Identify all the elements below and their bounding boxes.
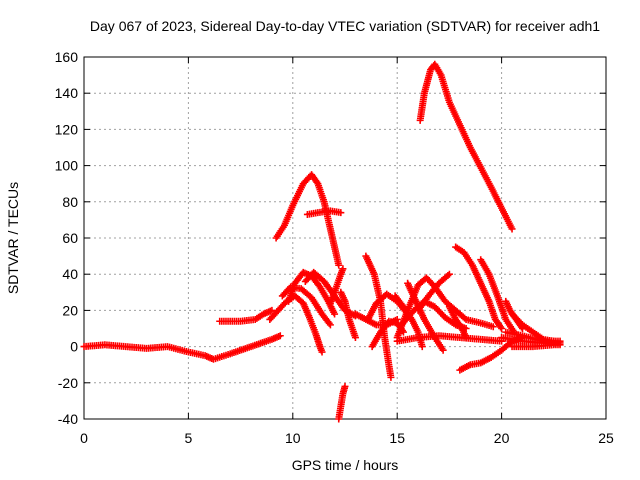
- y-tick-label: 20: [62, 302, 78, 318]
- data-point: [318, 348, 326, 356]
- data-point: [444, 271, 452, 279]
- data-point: [387, 373, 395, 381]
- y-tick-label: -40: [58, 411, 78, 427]
- series-drop-21: [508, 310, 558, 345]
- series-drop-16: [404, 279, 447, 354]
- series-flat-15: [216, 306, 276, 325]
- series-v-shape-14: [351, 310, 401, 329]
- y-tick-label: 120: [55, 121, 79, 137]
- data-point: [498, 325, 506, 332]
- series-arc-10-20: [266, 292, 326, 356]
- data-point: [313, 178, 321, 186]
- y-tick-label: -20: [58, 375, 78, 391]
- data-point: [331, 310, 339, 318]
- x-tick-label: 10: [285, 430, 301, 446]
- y-axis-label: SDTVAR / TECUs: [5, 182, 21, 294]
- series-steep-13: [337, 288, 359, 342]
- y-tick-label: 100: [55, 158, 79, 174]
- y-tick-label: 40: [62, 266, 78, 282]
- series-drop-18: [445, 303, 470, 342]
- series-arc-10-30: [278, 283, 334, 329]
- series-arc-19-45: [477, 256, 518, 336]
- data-point: [550, 337, 558, 345]
- y-tick-label: 140: [55, 85, 79, 101]
- series-tick-lower: [335, 382, 349, 423]
- data-point: [339, 265, 347, 273]
- data-point: [462, 334, 470, 342]
- x-axis-label: GPS time / hours: [292, 457, 399, 473]
- data-point: [439, 346, 447, 354]
- series-tracks-baseline: [80, 332, 284, 363]
- series-flat-16-5: [393, 332, 506, 345]
- data-point: [461, 314, 469, 322]
- x-tick-label: 25: [598, 430, 614, 446]
- chart-title: Day 067 of 2023, Sidereal Day-to-day VTE…: [90, 18, 600, 34]
- data-point: [335, 261, 343, 269]
- data-point: [337, 209, 345, 217]
- data-points: [80, 60, 564, 423]
- data-point: [497, 323, 505, 331]
- y-tick-label: 80: [62, 194, 78, 210]
- x-tick-label: 5: [185, 430, 193, 446]
- series-rise-17-40: [414, 270, 453, 314]
- gridlines: [84, 57, 606, 419]
- data-point: [276, 332, 284, 340]
- data-point: [418, 343, 426, 351]
- data-point: [445, 270, 453, 278]
- data-point: [508, 225, 516, 233]
- data-point: [556, 341, 564, 349]
- series-arc-peak-156: [416, 60, 516, 233]
- x-tick-label: 0: [80, 430, 88, 446]
- x-tick-label: 15: [389, 430, 405, 446]
- x-tick-labels: 0 5 10 15 20 25: [80, 430, 614, 446]
- series-arc-10-42: [285, 268, 339, 318]
- data-point: [337, 288, 345, 296]
- y-tick-label: 60: [62, 230, 78, 246]
- data-point: [489, 323, 497, 331]
- series-steep-12: [326, 265, 347, 307]
- x-tick-label: 20: [494, 430, 510, 446]
- y-tick-labels: -40 -20 0 20 40 60 80 100 120 140 160: [55, 49, 79, 427]
- data-point: [393, 315, 401, 323]
- y-tick-label: 0: [70, 339, 78, 355]
- series-arc-high-left: [272, 171, 343, 269]
- y-tick-label: 160: [55, 49, 79, 65]
- data-point: [341, 382, 349, 390]
- series-plateau-75: [303, 207, 345, 218]
- series-arc-18-50: [452, 243, 506, 332]
- data-point: [326, 321, 334, 329]
